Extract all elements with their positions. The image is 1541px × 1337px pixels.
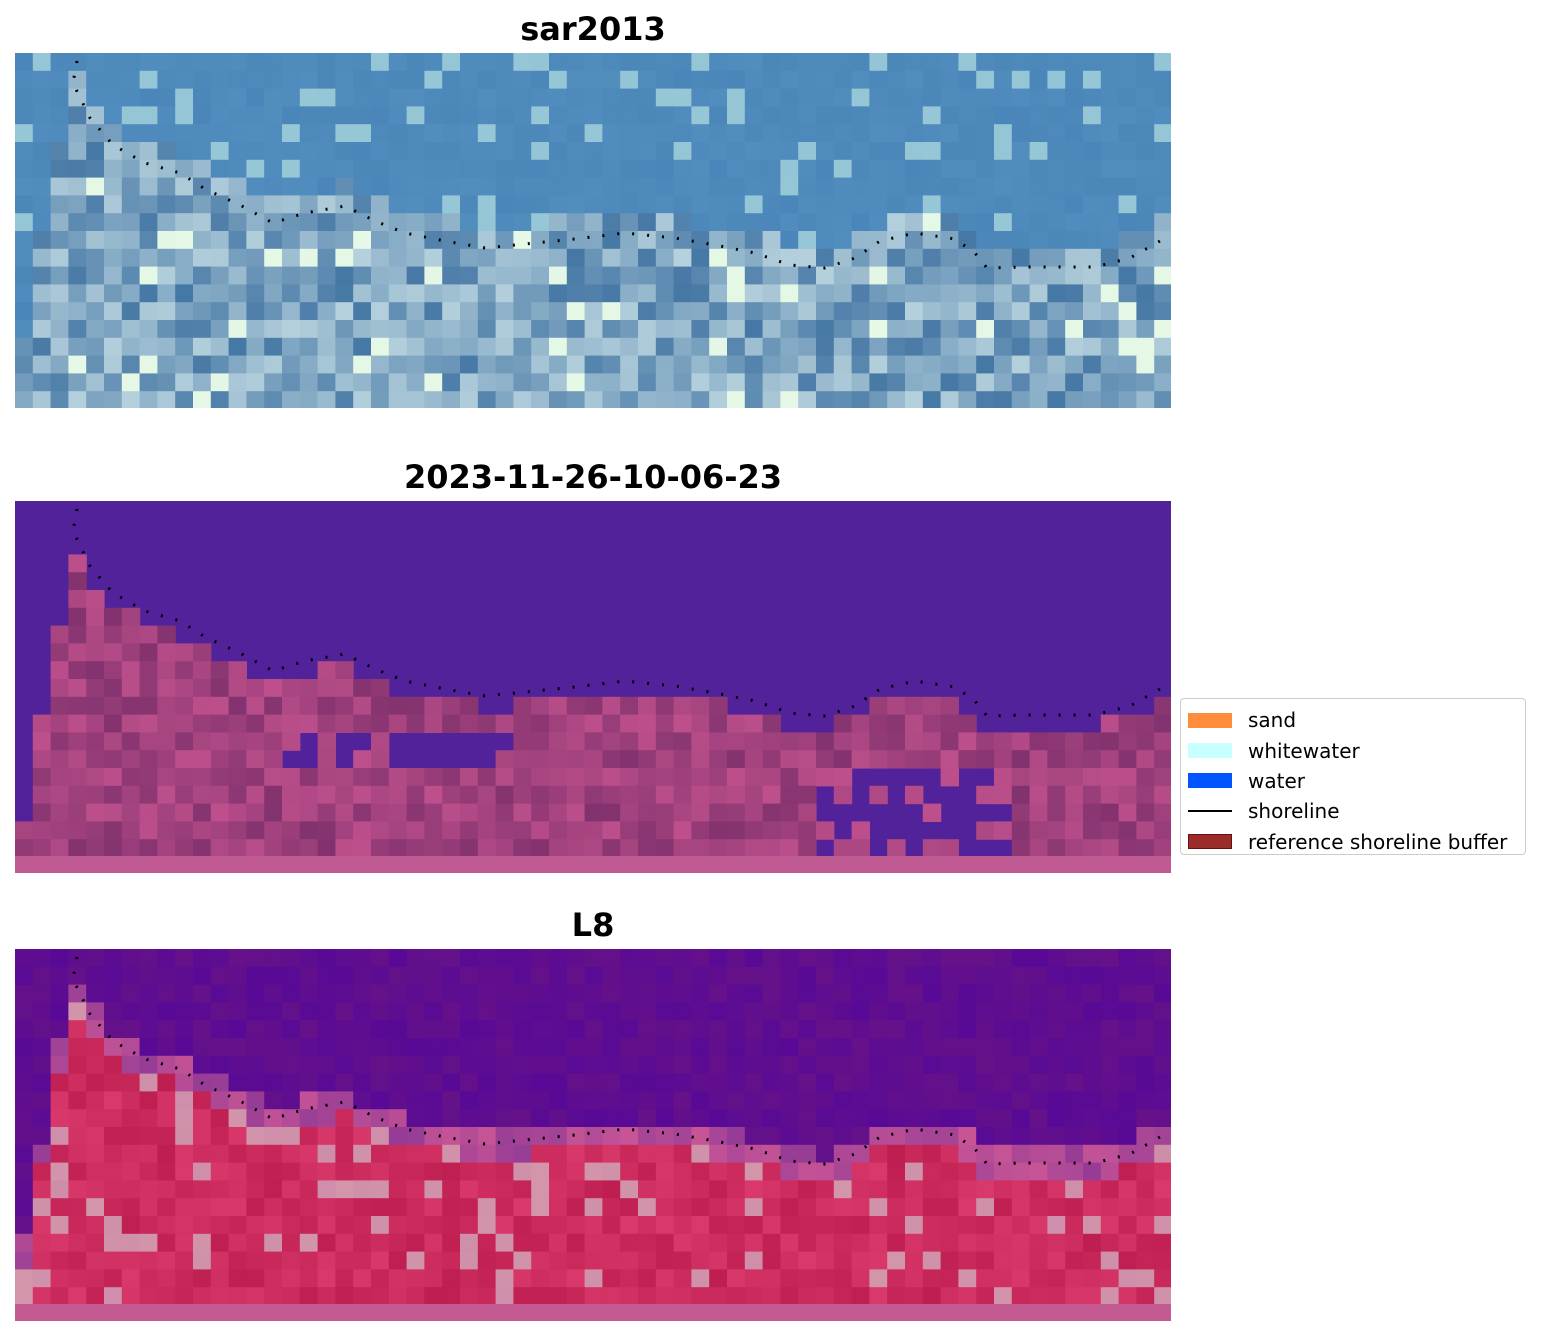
legend-item-whitewater: whitewater — [1188, 735, 1525, 765]
satellite-image-rgb — [15, 53, 1171, 408]
legend-label: whitewater — [1248, 738, 1360, 763]
panel-title-date: 2023-11-26-10-06-23 — [403, 458, 783, 496]
legend-label: reference shoreline buffer — [1248, 829, 1508, 854]
shoreline-line-icon — [1188, 810, 1232, 813]
panel-title-sar2013: sar2013 — [520, 10, 666, 48]
legend-label: water — [1248, 768, 1305, 793]
legend-item-sand: sand — [1188, 705, 1525, 735]
legend-label: shoreline — [1248, 799, 1340, 824]
classified-image — [15, 501, 1171, 873]
water-swatch — [1188, 773, 1232, 789]
legend-item-shoreline: shoreline — [1188, 796, 1525, 826]
panel-title-l8: L8 — [571, 906, 615, 944]
land-class-texture — [15, 554, 1171, 858]
sand-swatch — [1188, 712, 1232, 728]
land-false-color-texture — [15, 949, 1171, 1306]
false-color-image — [15, 949, 1171, 1321]
whitewater-swatch — [1188, 743, 1232, 759]
legend: sand whitewater water shoreline referenc… — [1180, 698, 1526, 855]
legend-item-reference-buffer: reference shoreline buffer — [1188, 827, 1525, 857]
pixel-texture — [15, 53, 1171, 408]
legend-label: sand — [1248, 708, 1297, 733]
legend-item-water: water — [1188, 766, 1525, 796]
reference-buffer-swatch — [1188, 834, 1232, 850]
